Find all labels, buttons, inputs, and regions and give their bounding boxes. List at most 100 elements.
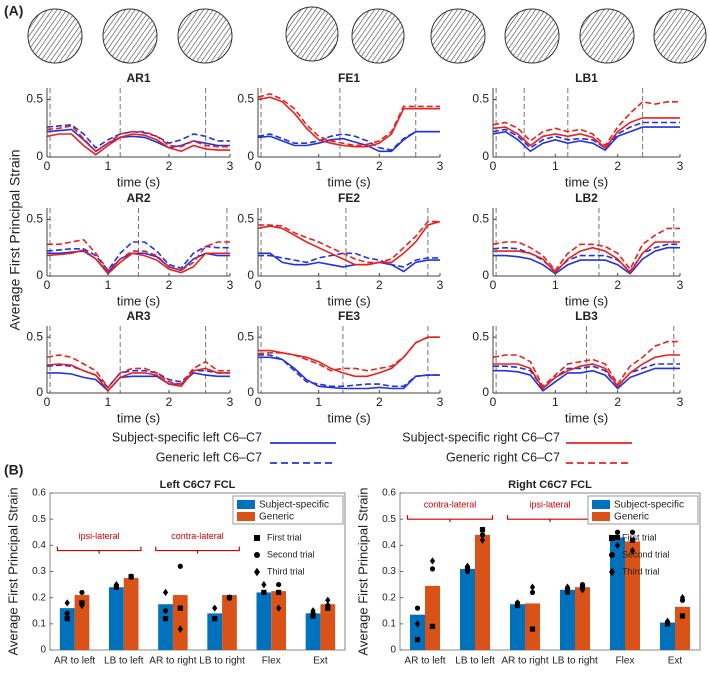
bar: [625, 541, 640, 650]
head-icon: [653, 8, 707, 64]
y-tick-label: 0: [482, 268, 489, 282]
x-tick-label: 1: [105, 395, 112, 409]
trial-marker: [162, 608, 169, 614]
trial-marker: [564, 583, 571, 591]
x-tick-label: 3: [437, 159, 444, 173]
x-tick-label: Ext: [668, 656, 683, 667]
legend-label: Generic: [614, 512, 649, 523]
bar: [425, 585, 440, 650]
trial-marker: [464, 562, 471, 570]
y-tick-label: 0.5: [26, 212, 43, 226]
trial-marker: [64, 610, 70, 616]
series-line: [493, 241, 680, 274]
x-tick-label: 1: [105, 159, 112, 173]
y-tick-label: 0.2: [382, 592, 396, 603]
x-tick-label: AR to left: [404, 656, 445, 667]
x-tick-label: 0: [490, 395, 497, 409]
bracket-label: contra-lateral: [171, 531, 224, 541]
trial-marker: [177, 625, 183, 633]
bar: [123, 578, 139, 650]
bar: [256, 592, 272, 650]
series-line: [46, 363, 230, 393]
x-tick-label: 2: [614, 395, 621, 409]
y-tick-label: 0.1: [382, 618, 396, 629]
trial-marker: [64, 616, 70, 622]
bracket: [406, 515, 494, 523]
y-tick-label: 0: [40, 645, 46, 656]
x-tick-label: Flex: [616, 656, 635, 667]
bar: [460, 568, 475, 650]
y-tick-label: 0: [247, 149, 254, 163]
trial-marker: [79, 589, 85, 596]
bar: [74, 595, 90, 650]
y-tick-label: 0.5: [237, 92, 254, 106]
x-tick-label: 1: [315, 278, 322, 292]
series-line: [46, 354, 230, 389]
x-tick-label: 2: [166, 159, 173, 173]
x-tick-label: 3: [227, 278, 234, 292]
bar: [575, 587, 590, 650]
trial-marker: [479, 532, 486, 538]
legend-swatch: [237, 500, 255, 509]
trial-marker: [254, 552, 260, 558]
x-tick-label: 0: [255, 278, 262, 292]
chart-title: FE1: [338, 71, 360, 85]
x-tick-label: 3: [227, 159, 234, 173]
series-line: [257, 220, 441, 266]
x-tick-label: 3: [677, 278, 684, 292]
bracket: [506, 515, 594, 523]
bracket-label: ipsi-lateral: [529, 500, 570, 510]
y-tick-label: 0.5: [472, 329, 489, 343]
trial-marker: [664, 617, 671, 625]
bar: [610, 537, 625, 650]
series-line: [257, 96, 440, 148]
trial-legend-label: Third trial: [267, 566, 305, 576]
chart-title: LB2: [575, 191, 598, 205]
x-tick-label: 1: [105, 278, 112, 292]
trial-marker: [529, 589, 536, 596]
y-tick-label: 0.6: [32, 488, 46, 499]
head-icon: [579, 8, 635, 64]
x-axis-title: time (s): [565, 174, 608, 189]
x-tick-label: 0: [44, 395, 51, 409]
y-tick-label: 0.6: [382, 488, 396, 499]
series-line: [46, 249, 230, 275]
x-tick-label: 2: [376, 395, 383, 409]
head-icon: [285, 6, 339, 62]
x-tick-label: LB to right: [199, 656, 245, 667]
chart-title: FE2: [338, 191, 360, 205]
trial-marker: [629, 546, 636, 555]
x-axis-title: time (s): [117, 174, 160, 189]
x-tick-label: 1: [552, 278, 559, 292]
bar: [475, 534, 490, 650]
x-tick-label: LB to right: [552, 656, 598, 667]
trial-marker: [325, 596, 331, 604]
bracket-label: ipsi-lateral: [79, 531, 120, 541]
y-tick-label: 0: [36, 268, 43, 282]
x-axis-title: time (s): [327, 410, 370, 425]
legend-swatch: [237, 512, 255, 521]
trial-marker: [614, 541, 621, 549]
trial-marker: [325, 605, 331, 611]
series-line: [258, 252, 440, 268]
x-tick-label: 2: [376, 159, 383, 173]
x-tick-label: 3: [227, 395, 234, 409]
series-line: [493, 246, 680, 275]
trial-legend-label: Third trial: [622, 566, 660, 576]
x-tick-label: 0: [44, 159, 51, 173]
trial-marker: [414, 605, 421, 611]
bar: [675, 606, 690, 650]
y-tick-label: 0.5: [26, 92, 43, 106]
trial-marker: [310, 607, 316, 615]
trial-legend-label: Second trial: [622, 549, 670, 559]
x-tick-label: 2: [614, 278, 621, 292]
head-icon: [351, 8, 405, 64]
trial-marker: [614, 534, 621, 541]
x-tick-label: 0: [255, 159, 262, 173]
head-icon: [27, 8, 83, 64]
x-tick-label: 1: [315, 395, 322, 409]
trial-marker: [79, 601, 85, 610]
y-tick-label: 0.5: [26, 329, 43, 343]
trial-marker: [276, 589, 282, 596]
